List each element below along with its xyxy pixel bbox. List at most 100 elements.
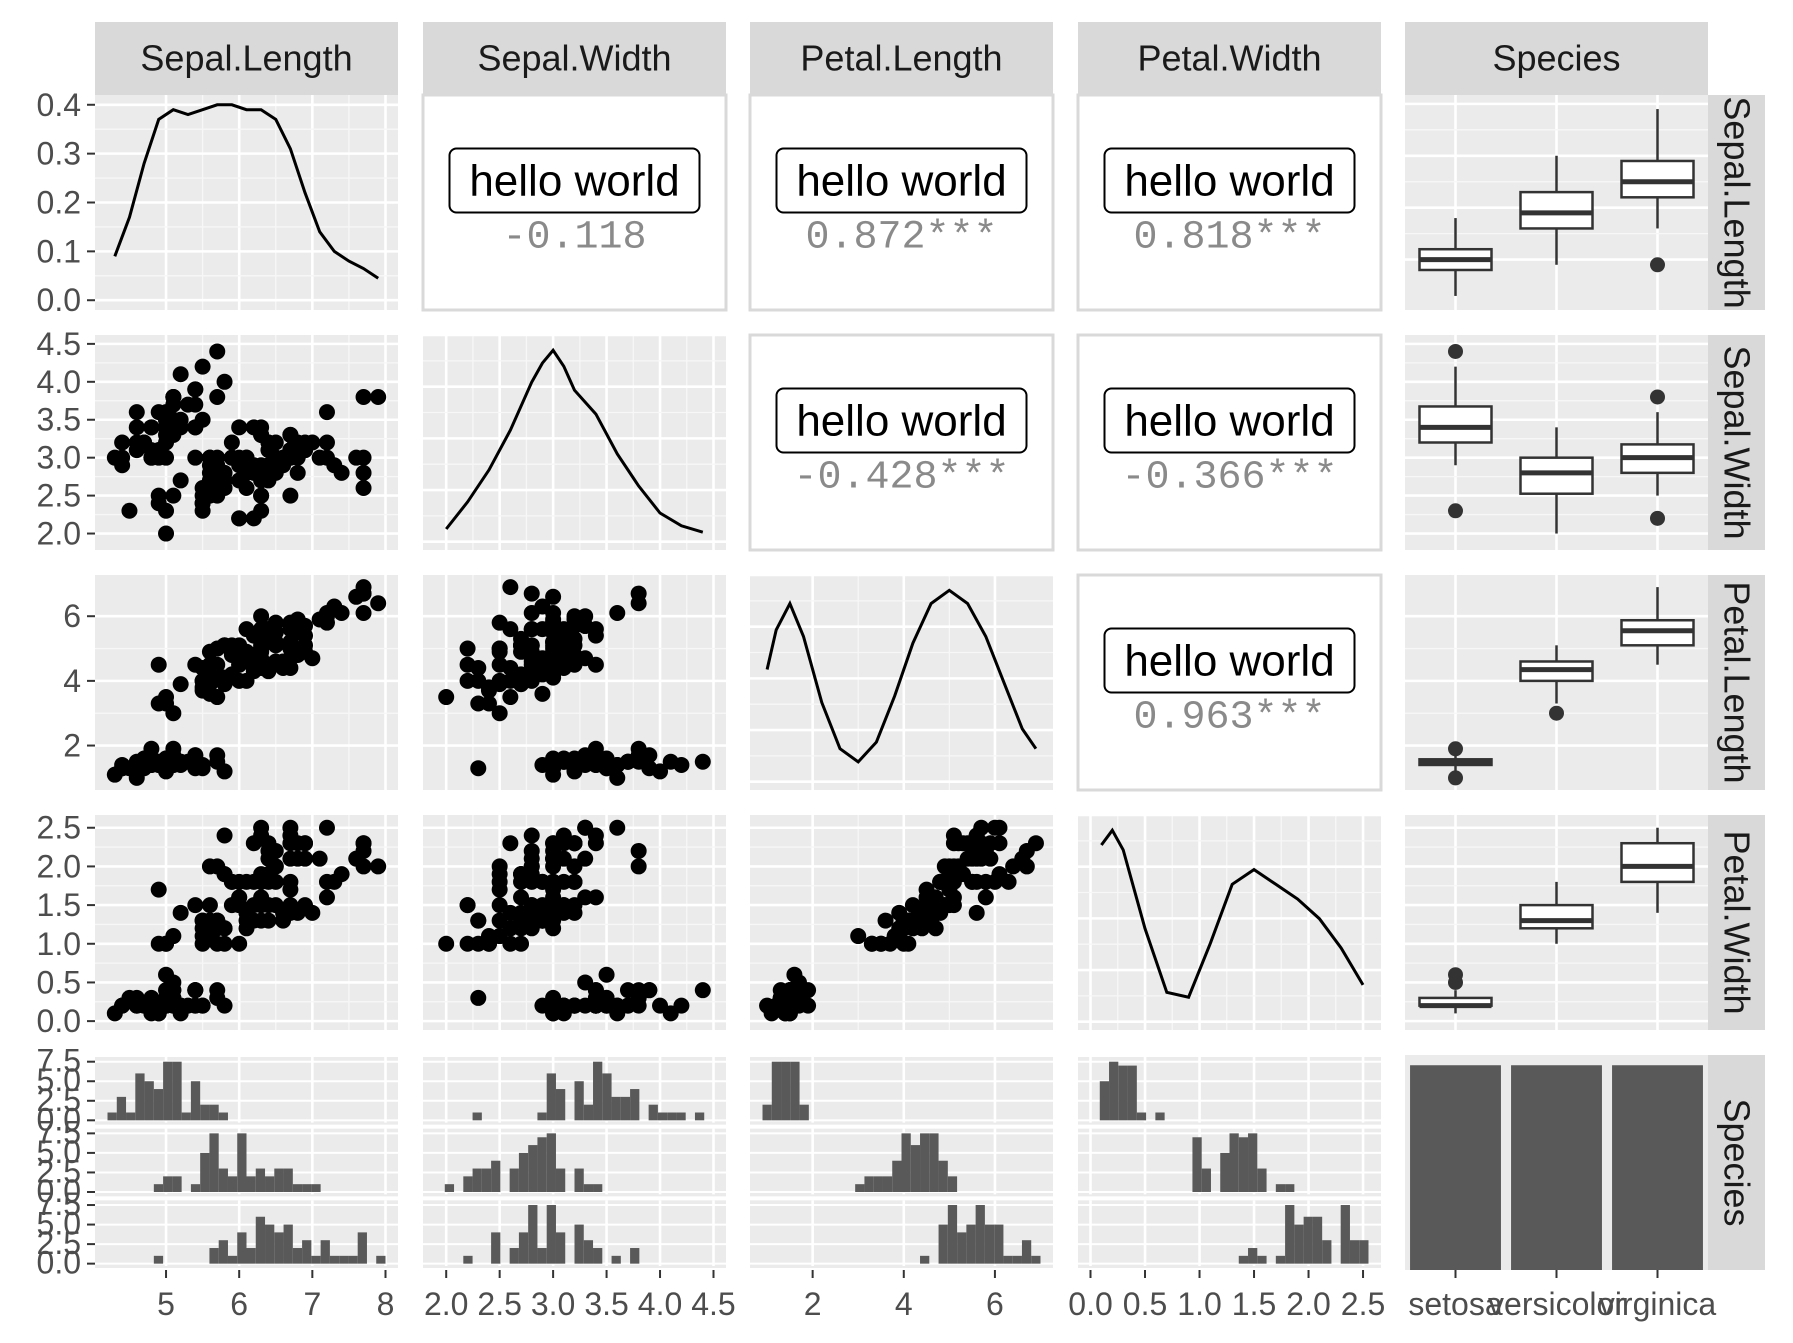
scatter-point [201,643,218,660]
histogram-bar [583,1104,594,1121]
scatter-point [1005,858,1022,875]
strip-right-bg [1708,815,1765,1030]
scatter-point [318,819,335,836]
histogram-bar [892,1160,902,1192]
y-tick-label: 2.0 [37,848,81,884]
scatter-point [114,760,131,777]
x-tick-label: 2.0 [424,1286,468,1322]
scatter-point [523,912,540,929]
box-outlier [1650,389,1665,405]
x-tick-label: 3.5 [584,1286,628,1322]
strip-top-bg [750,22,1053,95]
box-outlier [1448,741,1463,757]
scatter-point [114,997,131,1014]
density-line [113,103,380,280]
histogram-bar [984,1224,995,1264]
histogram-bar [181,1112,191,1121]
histogram-bar [348,1255,358,1264]
histogram-bar [218,1168,228,1192]
histogram-bar [799,1104,809,1121]
histogram-bar [481,1168,492,1192]
scatter-point [172,904,189,921]
strip-top-bg [423,22,726,95]
y-tick-label: 4.0 [37,364,81,400]
strip-top-bg [1405,22,1708,95]
y-tick-label: 0.3 [37,136,81,172]
scatter-point [1027,835,1044,852]
scatter-point [470,935,487,952]
histogram-bar [975,1205,985,1264]
hello-label-box [1103,147,1356,214]
box-body [1519,903,1594,930]
scatter-point [927,920,944,937]
histogram-bar [1220,1152,1230,1192]
x-tick-label: 5 [157,1286,175,1322]
scatter-point [158,525,175,542]
histogram-bar [620,1096,631,1121]
strip-right-label: Sepal.Length [1717,96,1758,308]
histogram-bar [227,1255,238,1264]
scatter-point [179,396,196,413]
scatter-point [318,614,335,631]
y-tick-label: 0.0 [37,1173,81,1209]
scatter-point [619,753,636,770]
scatter-point [143,419,160,436]
histogram-bar [771,1061,782,1121]
scatter-point [959,835,976,852]
scatter-point [253,897,270,914]
histogram-bar [611,1096,621,1121]
histogram-bar [126,1112,136,1121]
y-tick-label: 7.5 [37,1114,81,1150]
histogram-bar [292,1248,303,1264]
corr-value: -0.366*** [1121,456,1337,501]
histogram-bar [947,1176,958,1192]
scatter-point [267,858,284,875]
histogram-bar [537,1137,547,1192]
scatter-point [800,982,817,999]
scatter-point [223,637,240,654]
scatter-point [491,705,508,722]
scatter-point [502,579,519,596]
scatter-point [587,889,604,906]
histogram-bar [190,1184,201,1192]
scatter-point [598,750,615,767]
scatter-point [158,426,175,443]
species-bar [1410,1065,1501,1270]
histogram-bar [472,1168,482,1192]
scatter-point [977,889,994,906]
histogram-bar [555,1168,566,1192]
x-tick-label: versicolor [1488,1286,1625,1322]
histogram-bar [1303,1216,1313,1264]
scatter-point [231,419,248,436]
scatter-point [900,912,917,929]
histogram-bar [509,1168,519,1192]
scatter-point [253,487,270,504]
scatter-point [355,449,372,466]
histogram-bar [135,1073,145,1121]
scatter-point [470,989,487,1006]
histogram-bar [790,1061,800,1121]
scatter-point [245,627,262,644]
scatter-point [114,434,131,451]
histogram-bar [1099,1081,1110,1121]
histogram-bar [555,1232,566,1264]
histogram-bar [1349,1240,1360,1264]
scatter-point [523,669,540,686]
x-tick-label: 6 [230,1286,248,1322]
histogram-bar [873,1176,883,1192]
scatter-point [209,388,226,405]
scatter-point [545,989,562,1006]
hello-label-text: hello world [796,397,1006,446]
species-bar [1511,1065,1602,1270]
scatter-point [577,850,594,867]
x-tick-label: 8 [377,1286,395,1322]
scatter-point [587,656,604,673]
density-line [765,588,1038,764]
scatter-point [945,897,962,914]
strip-right-bg [1708,1055,1765,1270]
histogram-bar [920,1133,930,1192]
scatter-point [297,850,314,867]
scatter-point [577,819,594,836]
scatter-point [523,897,540,914]
histogram-bar [274,1168,284,1192]
